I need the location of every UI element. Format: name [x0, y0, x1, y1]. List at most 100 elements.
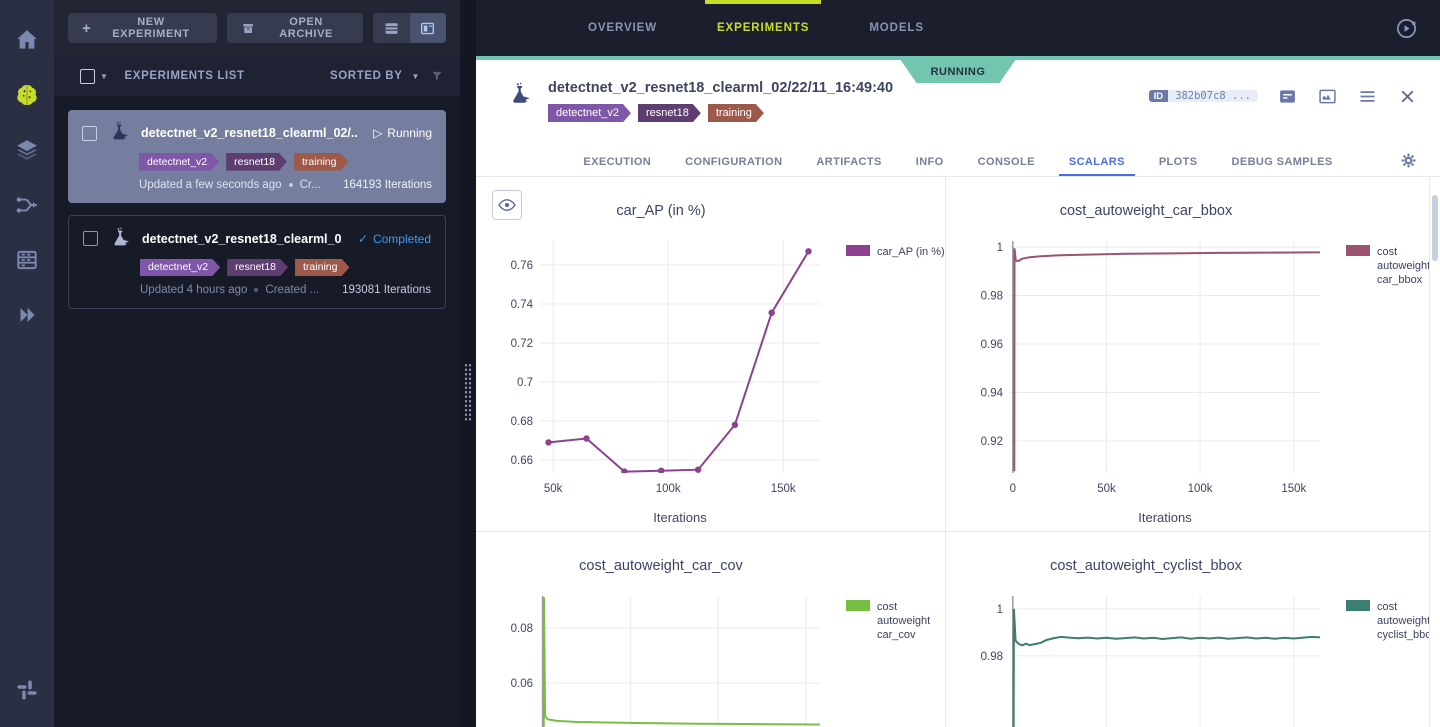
car-ap-plot[interactable]: 50k 100k 150k 0.66 0.68 0.7 0.72 0.74 0.76 Iterat… — [486, 229, 836, 531]
filter-icon[interactable] — [430, 69, 444, 83]
panel-splitter[interactable] — [460, 0, 476, 727]
completed-status-icon: ✓ — [357, 231, 368, 246]
close-icon[interactable] — [1397, 86, 1418, 107]
sorted-by-dropdown[interactable]: SORTED BY ▼ — [330, 70, 420, 82]
tab-plots[interactable]: PLOTS — [1158, 156, 1198, 168]
chart-legend[interactable]: cost autoweight cyclist_bbox — [1346, 600, 1437, 642]
experiment-checkbox[interactable] — [83, 231, 98, 247]
experiment-card-completed[interactable]: detectnet_v2_resnet18_clearml_02/... ✓ C… — [68, 214, 446, 310]
chart-legend[interactable]: cost autoweight car_bbox — [1346, 245, 1430, 287]
id-chip: ID — [1148, 90, 1169, 102]
chart-cost-autoweight-cyclist-bbox[interactable]: cost_autoweight_cyclist_bbox 050k100k150… — [946, 532, 1440, 727]
hide-show-metrics-button[interactable] — [492, 190, 522, 220]
svg-text:100k: 100k — [1188, 483, 1213, 495]
brain-projects-icon — [17, 84, 37, 105]
list-toolbar: + NEW EXPERIMENT OPEN ARCHIVE — [54, 0, 460, 56]
experiment-status: ✓ Completed — [358, 232, 431, 246]
sidebar-item-workers-queues[interactable] — [0, 232, 54, 287]
experiment-flask-icon — [113, 121, 128, 140]
svg-text:Iterations: Iterations — [653, 510, 707, 525]
sorted-by-label: SORTED BY — [329, 70, 403, 82]
experiment-tags: detectnet_v2 resnet18 training — [139, 153, 432, 171]
splitter-grip-handle[interactable] — [464, 363, 472, 421]
main-panel: OVERVIEW EXPERIMENTS MODELS RUNNING dete… — [476, 0, 1440, 727]
chart-legend[interactable]: cost autoweight car_cov — [846, 600, 930, 642]
svg-text:0.76: 0.76 — [511, 260, 533, 272]
metrics-image-icon[interactable] — [1317, 86, 1338, 107]
sidebar-item-enqueue[interactable] — [0, 287, 54, 342]
resources-orbit-icon[interactable] — [1395, 17, 1418, 40]
chart-title: cost_autoweight_cyclist_bbox — [1050, 558, 1242, 574]
tag-chip: resnet18 — [227, 259, 288, 277]
svg-text:0.66: 0.66 — [511, 455, 533, 467]
dot-separator — [288, 182, 293, 187]
tab-debug-samples[interactable]: DEBUG SAMPLES — [1231, 156, 1333, 168]
svg-text:50k: 50k — [1097, 483, 1116, 495]
tag-chip: detectnet_v2 — [140, 259, 220, 277]
experiment-id-badge[interactable]: ID 382b07c8 ... — [1148, 90, 1258, 102]
layers-icon — [17, 139, 37, 160]
created-label: Cr... — [299, 178, 321, 191]
completed-status-label: Completed — [372, 231, 431, 246]
new-experiment-label: NEW EXPERIMENT — [112, 16, 190, 40]
chart-cost-autoweight-car-cov[interactable]: cost_autoweight_car_cov 050k100k150k0.06… — [476, 532, 946, 727]
detail-header-actions: ID 382b07c8 ... — [1148, 84, 1418, 108]
settings-gear-icon[interactable] — [1399, 151, 1418, 170]
nav-tab-experiments[interactable]: EXPERIMENTS — [704, 0, 822, 56]
tab-execution[interactable]: EXECUTION — [583, 156, 652, 168]
charts-scrollbar-thumb[interactable] — [1432, 195, 1438, 261]
svg-text:0: 0 — [1010, 483, 1016, 495]
tag-chip: training — [708, 104, 764, 122]
experiment-status: ▷ Running — [373, 126, 432, 140]
open-archive-button[interactable]: OPEN ARCHIVE — [226, 13, 364, 43]
tab-info[interactable]: INFO — [915, 156, 944, 168]
sidebar-item-datasets[interactable] — [0, 122, 54, 177]
sidebar-item-home[interactable] — [0, 12, 54, 67]
tag-chip: training — [295, 259, 349, 277]
created-label: Created ... — [265, 284, 320, 297]
menu-icon[interactable] — [1357, 86, 1378, 107]
description-icon[interactable] — [1277, 86, 1298, 107]
experiment-card-running[interactable]: detectnet_v2_resnet18_clearml_02/... ▷ R… — [68, 110, 446, 203]
status-badge: RUNNING — [901, 60, 1016, 83]
tag-chip: detectnet_v2 — [139, 153, 219, 171]
experiment-title: detectnet_v2_resnet18_clearml_02/... — [141, 126, 358, 140]
experiments-list-title: EXPERIMENTS LIST — [124, 70, 245, 82]
detail-tags: detectnet_v2 resnet18 training — [548, 104, 893, 122]
table-view-button[interactable] — [373, 13, 409, 43]
tab-console[interactable]: CONSOLE — [977, 156, 1035, 168]
car-bbox-plot[interactable]: 0 50k 100k 150k 0.92 0.94 0.96 0.98 1 Iterations — [956, 229, 1336, 531]
app-sidebar — [0, 0, 54, 727]
running-status-icon: ▷ — [373, 126, 383, 140]
chart-cost-autoweight-car-bbox[interactable]: cost_autoweight_car_bbox 0 50k 100k 150k 0.9… — [946, 177, 1440, 532]
svg-text:0.7: 0.7 — [517, 377, 533, 389]
svg-text:100k: 100k — [656, 483, 681, 495]
select-all-checkbox[interactable] — [80, 68, 95, 84]
sorted-by-caret-icon: ▼ — [411, 71, 420, 81]
archive-icon — [242, 23, 253, 33]
sidebar-item-pipelines[interactable] — [0, 177, 54, 232]
select-all-caret-icon[interactable]: ▼ — [100, 71, 109, 81]
detail-header: detectnet_v2_resnet18_clearml_02/22/11_1… — [476, 60, 1440, 148]
chart-car-ap[interactable]: car_AP (in %) 50k 100k 150k 0.66 0.68 0.7 0.72… — [476, 177, 946, 532]
sidebar-item-projects[interactable] — [0, 67, 54, 122]
experiment-tags: detectnet_v2 resnet18 training — [140, 259, 431, 277]
nav-tab-overview[interactable]: OVERVIEW — [588, 22, 657, 34]
tab-scalars[interactable]: SCALARS — [1058, 156, 1135, 176]
card-view-button[interactable] — [409, 13, 446, 43]
charts-scrollbar-track[interactable] — [1429, 177, 1440, 727]
experiment-checkbox[interactable] — [82, 125, 97, 141]
tab-configuration[interactable]: CONFIGURATION — [685, 156, 783, 168]
sidebar-item-slack[interactable] — [0, 662, 54, 717]
tab-artifacts[interactable]: ARTIFACTS — [816, 156, 882, 168]
nav-tab-models[interactable]: MODELS — [869, 22, 924, 34]
double-chevron-right-icon — [20, 307, 35, 322]
chart-legend[interactable]: car_AP (in %) — [846, 245, 945, 259]
svg-text:0.98: 0.98 — [981, 291, 1003, 303]
experiment-detail-title: detectnet_v2_resnet18_clearml_02/22/11_1… — [548, 80, 894, 96]
tag-chip: detectnet_v2 — [548, 104, 631, 122]
new-experiment-button[interactable]: + NEW EXPERIMENT — [68, 13, 217, 43]
